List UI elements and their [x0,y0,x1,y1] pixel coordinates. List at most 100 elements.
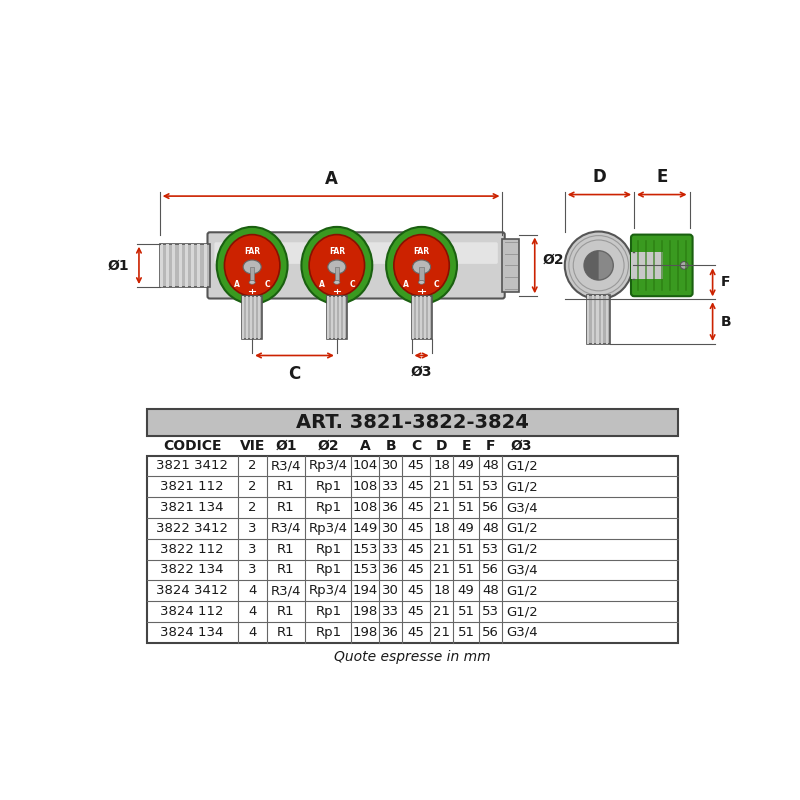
Text: 45: 45 [408,584,425,598]
Bar [250,267,254,282]
Text: 45: 45 [408,542,425,556]
Ellipse shape [394,234,450,296]
Text: 18: 18 [433,584,450,598]
Text: E: E [656,168,667,186]
Text: Rp3/4: Rp3/4 [309,584,348,598]
Text: 51: 51 [458,626,474,639]
Ellipse shape [225,234,280,296]
Bar [146,410,678,435]
Ellipse shape [243,260,261,274]
Bar [146,455,678,642]
Text: 18: 18 [433,459,450,473]
Text: 49: 49 [458,584,474,598]
Text: 51: 51 [458,501,474,514]
Text: Rp1: Rp1 [315,563,342,577]
Ellipse shape [309,234,365,296]
Text: G1/2: G1/2 [506,584,538,598]
Text: 53: 53 [482,605,499,618]
Text: D: D [593,168,606,186]
Text: C: C [434,280,440,289]
Text: Ø3: Ø3 [511,438,533,453]
Text: Quote espresse in mm: Quote espresse in mm [334,650,490,663]
Text: Rp1: Rp1 [315,501,342,514]
Bar [411,296,431,338]
Text: 30: 30 [382,584,399,598]
Bar [246,296,248,338]
Text: 21: 21 [433,605,450,618]
Text: R1: R1 [278,563,295,577]
Text: 149: 149 [353,522,378,535]
FancyBboxPatch shape [631,234,693,296]
Text: 104: 104 [353,459,378,473]
Text: B: B [720,314,731,329]
Bar [335,296,337,338]
Text: 51: 51 [458,542,474,556]
Text: 3822 3412: 3822 3412 [156,522,228,535]
Text: R1: R1 [278,542,295,556]
Text: 36: 36 [382,626,399,639]
Bar [343,296,345,338]
Text: 108: 108 [353,480,378,494]
Text: R1: R1 [278,501,295,514]
Bar [419,267,424,282]
Text: 3822 134: 3822 134 [160,563,224,577]
Ellipse shape [413,260,430,274]
Wedge shape [584,250,598,280]
Text: 51: 51 [458,605,474,618]
Text: G1/2: G1/2 [506,522,538,535]
Text: G1/2: G1/2 [506,480,538,494]
Text: 18: 18 [433,522,450,535]
Text: Rp1: Rp1 [315,605,342,618]
Text: 33: 33 [382,605,399,618]
Bar [587,295,590,344]
Bar [178,244,182,287]
Bar [419,296,422,338]
Text: C: C [265,280,270,289]
Text: CODICE: CODICE [163,438,222,453]
Text: G1/2: G1/2 [506,459,538,473]
Text: Rp1: Rp1 [315,480,342,494]
Text: A: A [360,438,370,453]
Bar [423,296,426,338]
Text: Ø2: Ø2 [318,438,339,453]
Text: Rp3/4: Rp3/4 [309,522,348,535]
Text: R1: R1 [278,605,295,618]
Circle shape [680,262,688,270]
Text: 45: 45 [408,480,425,494]
Bar [327,296,347,338]
Text: R3/4: R3/4 [270,459,302,473]
Text: C: C [350,280,355,289]
Text: 3821 112: 3821 112 [160,480,224,494]
Bar [166,244,169,287]
Bar [254,296,256,338]
Text: Ø3: Ø3 [411,365,432,378]
Text: 21: 21 [433,626,450,639]
Text: 36: 36 [382,501,399,514]
Text: 108: 108 [353,501,378,514]
Text: 30: 30 [382,459,399,473]
Text: G1/2: G1/2 [506,542,538,556]
Text: 49: 49 [458,522,474,535]
Ellipse shape [328,260,346,274]
Text: C: C [411,438,422,453]
Bar [411,296,414,338]
Text: 45: 45 [408,501,425,514]
Text: 3824 112: 3824 112 [160,605,224,618]
Bar [242,296,244,338]
Text: R1: R1 [278,480,295,494]
Text: E: E [462,438,471,453]
Text: 33: 33 [382,480,399,494]
Ellipse shape [334,281,340,284]
Text: 56: 56 [482,563,499,577]
Bar [160,244,163,287]
Text: R3/4: R3/4 [270,522,302,535]
Text: 3821 3412: 3821 3412 [156,459,228,473]
Text: Ø2: Ø2 [542,252,564,266]
Text: Ø1: Ø1 [275,438,297,453]
Text: 153: 153 [353,542,378,556]
Text: 198: 198 [353,605,378,618]
Text: 2: 2 [248,501,256,514]
Text: A: A [325,170,338,188]
FancyBboxPatch shape [214,242,498,264]
Ellipse shape [217,227,287,304]
